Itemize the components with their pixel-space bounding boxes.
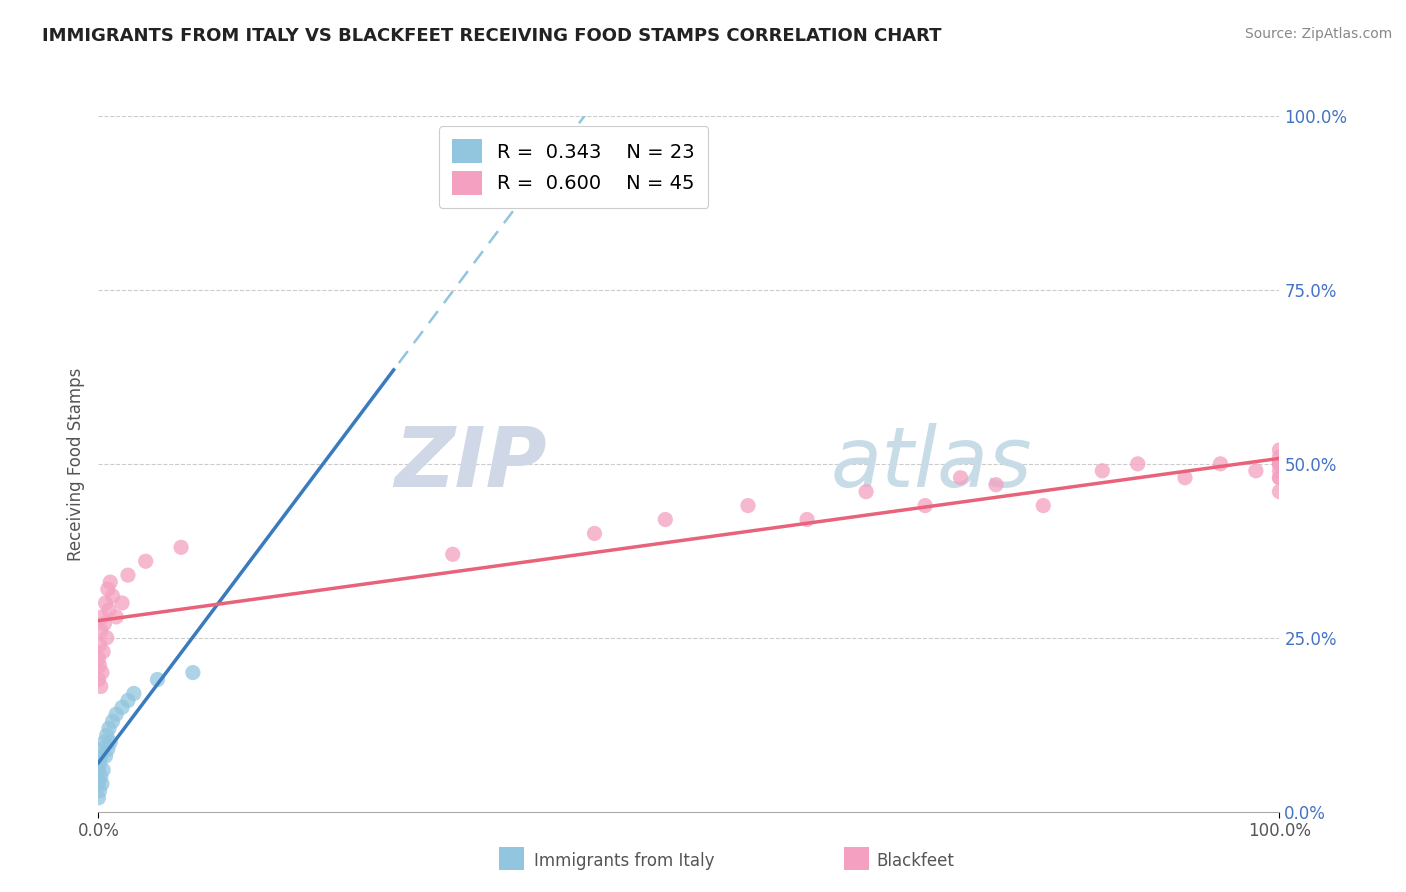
- Point: [170, 541, 193, 555]
- Point: [1126, 457, 1149, 471]
- Point: [89, 638, 111, 652]
- Point: [855, 484, 877, 499]
- Point: [117, 693, 139, 707]
- Point: [1091, 464, 1114, 478]
- Point: [796, 512, 818, 526]
- Point: [98, 735, 121, 749]
- Point: [90, 749, 112, 764]
- Point: [1268, 471, 1291, 485]
- Point: [91, 645, 114, 659]
- Point: [122, 686, 145, 700]
- Point: [1268, 442, 1291, 457]
- Legend: R =  0.343    N = 23, R =  0.600    N = 45: R = 0.343 N = 23, R = 0.600 N = 45: [439, 126, 709, 208]
- Point: [93, 616, 115, 631]
- Point: [96, 728, 118, 742]
- Text: IMMIGRANTS FROM ITALY VS BLACKFEET RECEIVING FOOD STAMPS CORRELATION CHART: IMMIGRANTS FROM ITALY VS BLACKFEET RECEI…: [42, 27, 942, 45]
- Point: [111, 596, 134, 610]
- Point: [1209, 457, 1232, 471]
- Point: [101, 589, 124, 603]
- Text: Blackfeet: Blackfeet: [876, 852, 953, 870]
- Point: [94, 749, 117, 764]
- Point: [90, 770, 112, 784]
- Point: [91, 742, 114, 756]
- Point: [97, 582, 120, 596]
- Point: [87, 790, 110, 805]
- Text: Immigrants from Italy: Immigrants from Italy: [534, 852, 714, 870]
- Point: [91, 777, 114, 791]
- Point: [1268, 464, 1291, 478]
- Point: [98, 603, 121, 617]
- Point: [90, 680, 112, 694]
- Text: ZIP: ZIP: [395, 424, 547, 504]
- Point: [97, 742, 120, 756]
- Point: [1268, 450, 1291, 464]
- Point: [1268, 457, 1291, 471]
- Point: [98, 575, 121, 590]
- Y-axis label: Receiving Food Stamps: Receiving Food Stamps: [66, 368, 84, 560]
- Point: [1268, 484, 1291, 499]
- Point: [91, 763, 114, 777]
- Point: [1244, 464, 1267, 478]
- Point: [98, 721, 121, 735]
- Point: [737, 499, 759, 513]
- Point: [87, 777, 110, 791]
- Point: [949, 471, 972, 485]
- Point: [105, 707, 128, 722]
- Point: [1268, 457, 1291, 471]
- Point: [93, 735, 115, 749]
- Point: [146, 673, 169, 687]
- Point: [1268, 457, 1291, 471]
- Point: [96, 631, 118, 645]
- Text: Source: ZipAtlas.com: Source: ZipAtlas.com: [1244, 27, 1392, 41]
- Text: atlas: atlas: [831, 424, 1032, 504]
- Point: [1174, 471, 1197, 485]
- Point: [181, 665, 204, 680]
- Point: [1268, 471, 1291, 485]
- Point: [111, 700, 134, 714]
- Point: [91, 665, 114, 680]
- Point: [89, 756, 111, 770]
- Point: [87, 763, 110, 777]
- Point: [87, 651, 110, 665]
- Point: [101, 714, 124, 729]
- Point: [441, 547, 464, 561]
- Point: [1032, 499, 1054, 513]
- Point: [94, 596, 117, 610]
- Point: [87, 673, 110, 687]
- Point: [135, 554, 157, 568]
- Point: [89, 658, 111, 673]
- Point: [117, 568, 139, 582]
- Point: [914, 499, 936, 513]
- Point: [90, 624, 112, 638]
- Point: [105, 610, 128, 624]
- Point: [89, 784, 111, 798]
- Point: [91, 610, 114, 624]
- Point: [984, 477, 1007, 491]
- Point: [583, 526, 606, 541]
- Point: [654, 512, 676, 526]
